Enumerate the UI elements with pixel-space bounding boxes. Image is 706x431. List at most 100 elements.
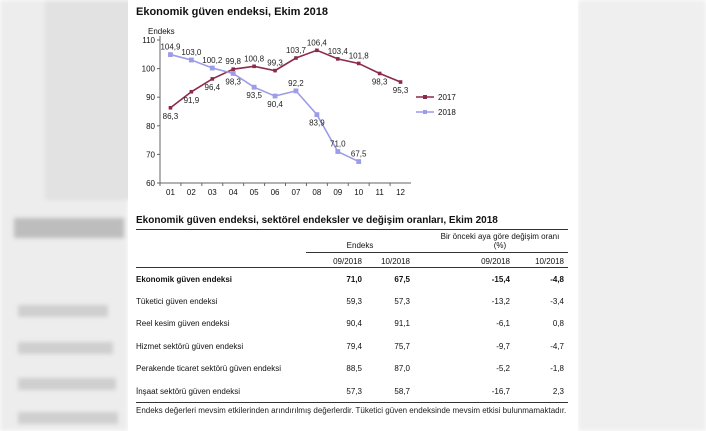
x-tick-label: 10	[354, 188, 363, 197]
data-point-2017	[273, 68, 277, 73]
data-label-2018: 100,2	[202, 56, 223, 65]
data-point-2018	[188, 57, 194, 63]
data-point-2018	[335, 149, 341, 154]
cell-value: -15,4	[491, 274, 510, 284]
cell-value: 91,1	[394, 319, 410, 329]
y-tick-label: 60	[146, 179, 155, 188]
y-tick-label: 110	[142, 36, 155, 45]
background-chart	[45, 0, 135, 200]
x-tick-label: 07	[292, 188, 301, 197]
column-header: 09/2018	[481, 256, 510, 266]
cell-value: 57,3	[346, 386, 362, 396]
data-label-2017: 86,3	[163, 112, 179, 121]
table-row: Ekonomik güven endeksi 71,0 67,5 -15,4 -4,8	[136, 268, 568, 291]
data-label-2017: 103,4	[328, 47, 349, 56]
background-page-right	[578, 0, 706, 431]
sector-table: Endeks Bir önceki aya göre değişim oranı…	[136, 229, 568, 403]
data-point-2017	[356, 61, 361, 66]
data-label-2018: 93,5	[246, 91, 262, 100]
cell-value: -3,4	[550, 296, 564, 306]
cell-value: -5,2	[496, 364, 510, 374]
data-label-2018: 104,9	[160, 43, 181, 52]
data-label-2017: 100,8	[244, 54, 265, 63]
data-label-2017: 106,4	[307, 38, 328, 47]
cell-value: 87,0	[394, 364, 410, 374]
legend-label-2018: 2018	[438, 108, 456, 117]
background-row	[18, 342, 113, 354]
x-tick-label: 05	[250, 188, 259, 197]
cell-value: 0,8	[552, 319, 564, 329]
cell-value: -9,7	[496, 341, 510, 351]
data-label-2017: 98,3	[372, 77, 388, 86]
y-tick-label: 90	[146, 93, 155, 102]
table-row: İnşaat sektörü güven endeksi 57,3 58,7 -16,…	[136, 380, 568, 403]
data-point-2017	[315, 48, 319, 53]
data-point-2017	[252, 64, 256, 69]
table-row: Tüketici güven endeksi 59,3 57,3 -13,2 -3,4	[136, 290, 568, 313]
cell-value: 58,7	[394, 386, 410, 396]
data-point-2017	[377, 71, 382, 76]
cell-value: -16,7	[491, 386, 510, 396]
cell-value: 2,3	[552, 386, 564, 396]
line-chart: Endeks 60 70 80 90 100 110 01 02 03 04 05 06 07 08 09 10…	[142, 27, 457, 197]
cell-value: 59,3	[346, 296, 362, 306]
data-point-2017	[294, 56, 298, 60]
cell-value: -6,1	[496, 319, 510, 329]
x-tick-label: 09	[333, 188, 342, 197]
x-tick-label: 12	[396, 188, 405, 197]
column-header: 09/2018	[333, 256, 362, 266]
row-label: Reel kesim güven endeksi	[136, 319, 230, 329]
row-label: Hizmet sektörü güven endeksi	[136, 341, 244, 351]
cell-value: 71,0	[346, 274, 362, 284]
background-row	[18, 412, 118, 424]
data-label-2017: 103,7	[286, 46, 307, 55]
background-row	[18, 378, 116, 390]
data-point-2018	[209, 65, 215, 71]
legend-marker-2018	[423, 110, 427, 114]
data-point-2018	[356, 159, 362, 164]
data-label-2017: 99,3	[267, 59, 283, 68]
data-point-2017	[398, 80, 403, 84]
data-label-2018: 90,4	[267, 100, 283, 109]
cell-value: 57,3	[394, 296, 410, 306]
index-group-header: Endeks	[306, 241, 414, 253]
data-point-2017	[168, 105, 173, 110]
x-tick-label: 01	[166, 188, 175, 197]
data-label-2018: 98,3	[225, 77, 241, 86]
data-point-2017	[210, 77, 215, 81]
data-point-2018	[314, 112, 320, 118]
x-tick-label: 06	[271, 188, 280, 197]
cell-value: -4,8	[550, 274, 564, 284]
x-tick-label: 03	[208, 188, 217, 197]
column-header: 10/2018	[381, 256, 410, 266]
change-group-header: Bir önceki aya göre değişim oranı (%)	[414, 232, 568, 253]
cell-value: 67,5	[394, 274, 410, 284]
background-row	[18, 305, 108, 317]
data-label-2017: 96,4	[205, 83, 221, 92]
table-row: Reel kesim güven endeksi 90,4 91,1 -6,1 0,8	[136, 313, 568, 336]
chart-title: Ekonomik güven endeksi, Ekim 2018	[136, 6, 328, 18]
background-heading	[14, 218, 124, 238]
cell-value: 90,4	[346, 319, 362, 329]
cell-value: 88,5	[346, 364, 362, 374]
data-label-2018: 71,0	[330, 140, 346, 149]
series-line-2018	[170, 53, 360, 163]
background-page-left	[0, 0, 135, 431]
y-axis-label: Endeks	[148, 27, 175, 36]
table-row: Perakende ticaret sektörü güven endeksi 8…	[136, 358, 568, 381]
legend-label-2017: 2017	[438, 93, 456, 102]
data-label-2018: 83,9	[309, 119, 325, 128]
data-point-2017	[231, 67, 236, 71]
y-tick-label: 100	[142, 65, 156, 74]
row-label: Perakende ticaret sektörü güven endeksi	[136, 364, 281, 374]
cell-value: -4,7	[550, 341, 564, 351]
x-tick-label: 08	[312, 188, 321, 197]
table-row: Hizmet sektörü güven endeksi 79,4 75,7 -9,7…	[136, 335, 568, 358]
data-label-2018: 92,2	[288, 79, 304, 88]
data-point-2018	[272, 93, 278, 99]
data-label-2017: 95,3	[393, 86, 409, 95]
cell-value: 75,7	[394, 341, 410, 351]
row-label: İnşaat sektörü güven endeksi	[136, 386, 241, 396]
y-tick-label: 70	[146, 150, 155, 159]
data-point-2017	[335, 57, 340, 61]
